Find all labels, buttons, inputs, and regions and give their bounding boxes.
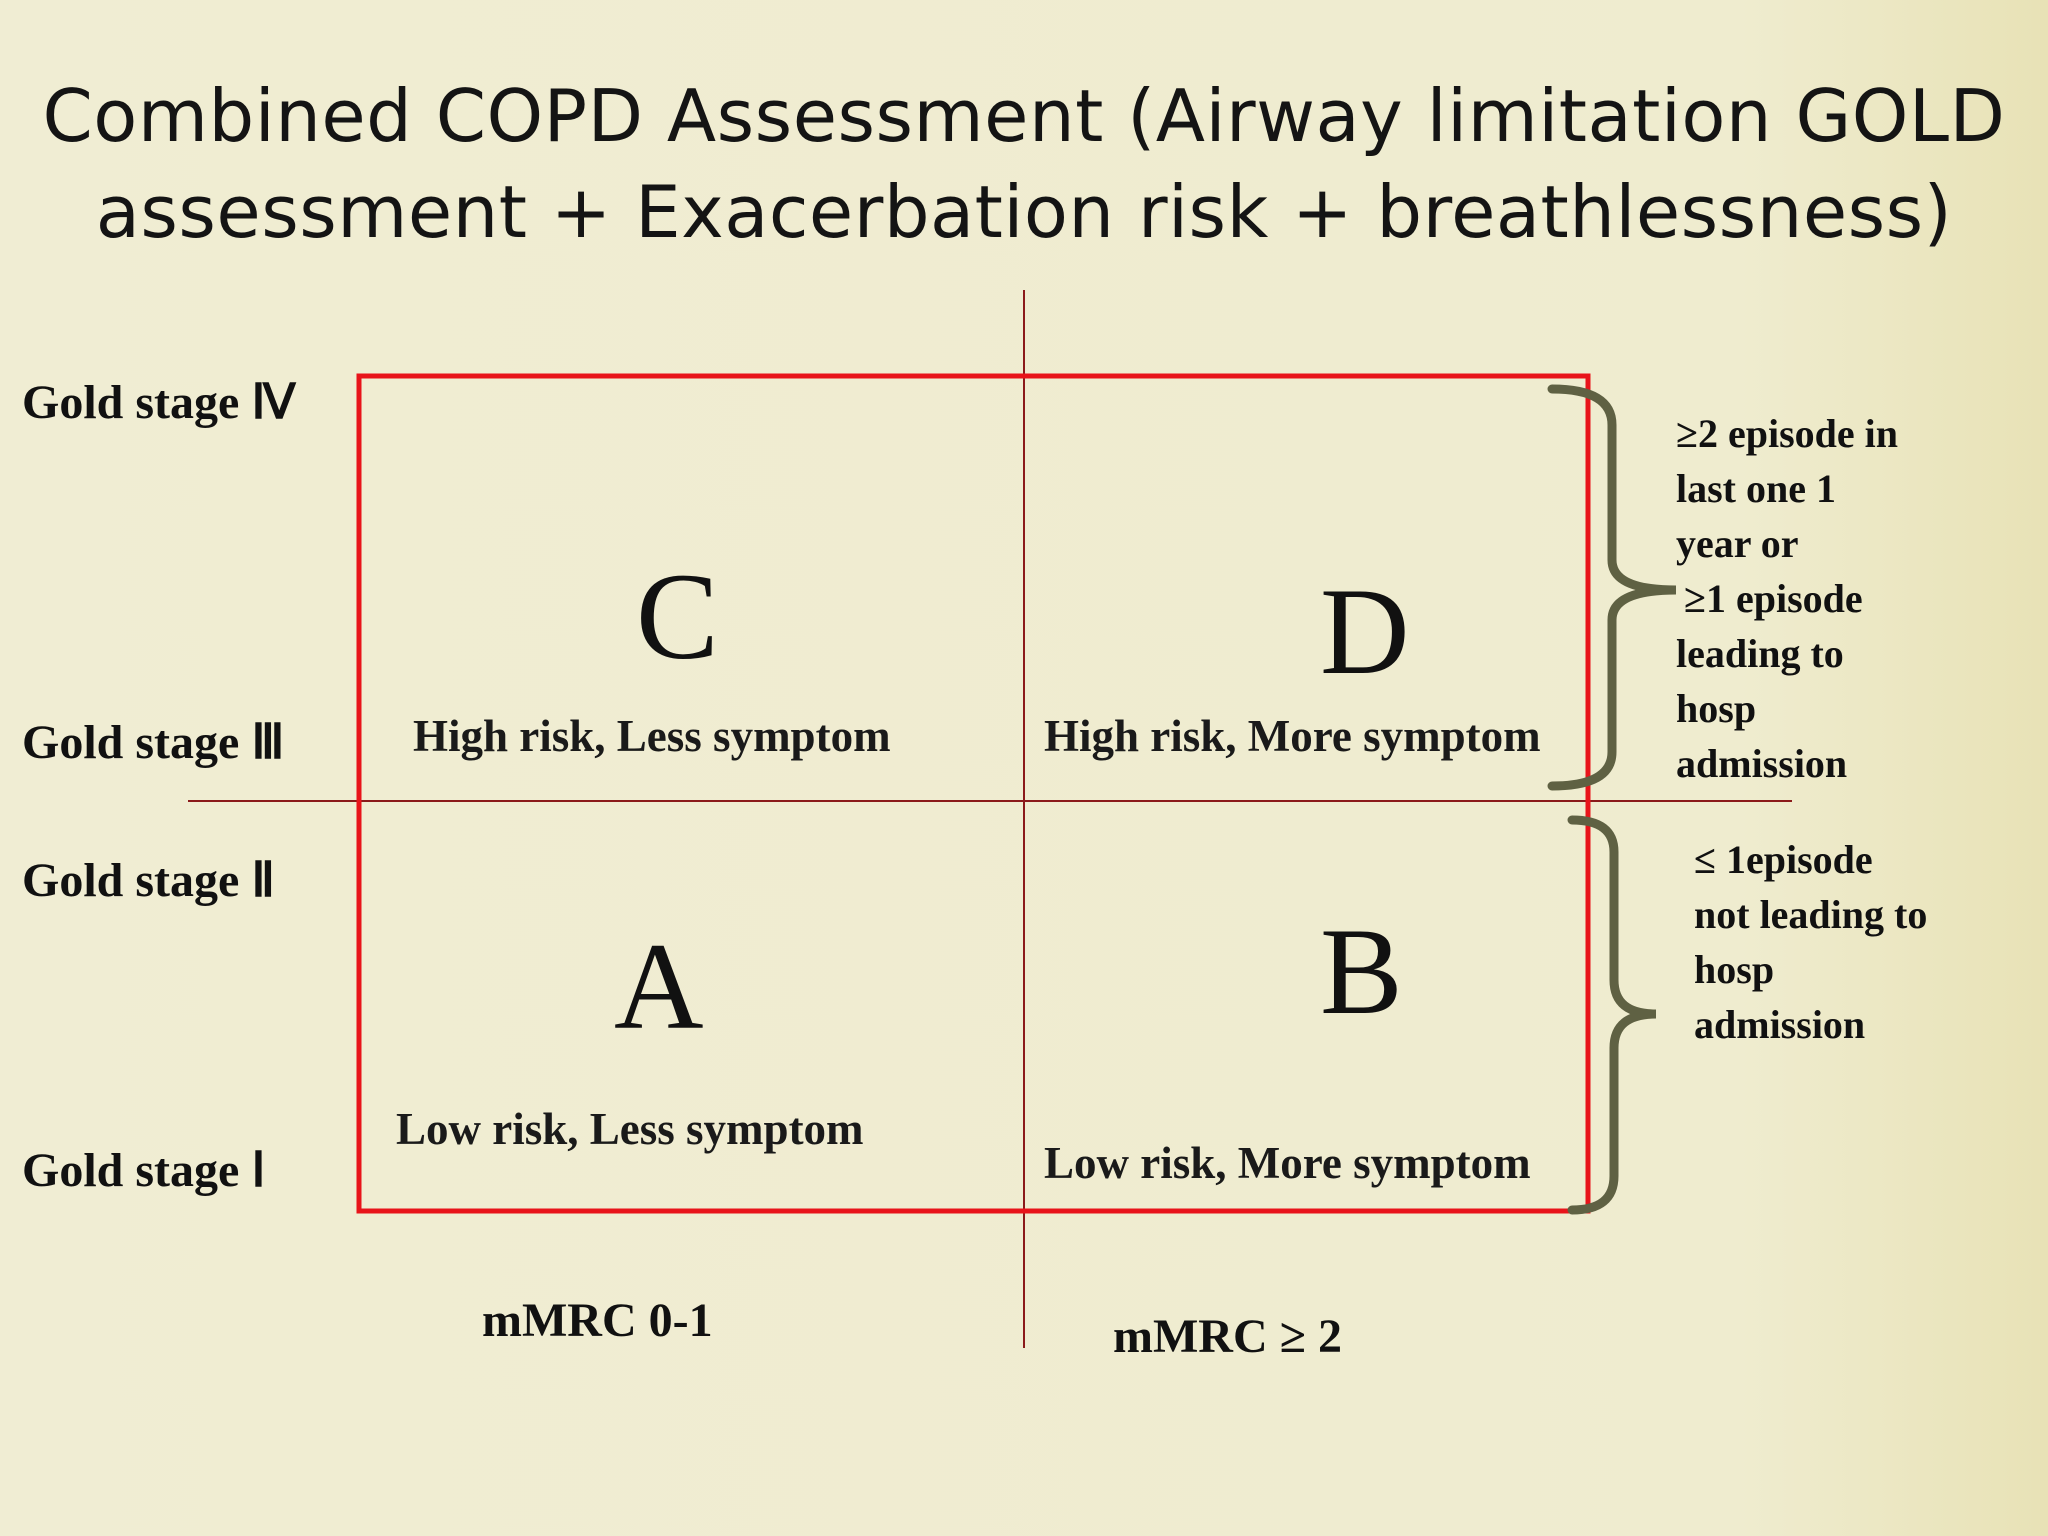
risk-box-outline — [356, 373, 1591, 1214]
high-risk-note-line: year or — [1676, 521, 1799, 566]
quadrant-a-letter: A — [614, 918, 704, 1055]
low-risk-brace — [1567, 815, 1657, 1215]
low-risk-note-line: admission — [1694, 1002, 1866, 1047]
gold-stage-i-label: Gold stage Ⅰ — [22, 1144, 266, 1197]
quadrant-b-description: Low risk, More symptom — [1044, 1138, 1531, 1188]
quadrant-c-letter: C — [636, 548, 719, 685]
mmrc-low-label: mMRC 0-1 — [482, 1294, 713, 1347]
high-risk-note-line: ≥1 episode — [1684, 576, 1863, 621]
gold-stage-iv-label: Gold stage Ⅳ — [22, 376, 296, 429]
quadrant-d-letter: D — [1320, 563, 1410, 700]
slide-title: Combined COPD Assessment (Airway limitat… — [0, 68, 2048, 260]
quadrant-d-description: High risk, More symptom — [1044, 711, 1541, 761]
high-risk-note-line: last one 1 — [1676, 466, 1836, 511]
quadrant-a-description: Low risk, Less symptom — [396, 1104, 864, 1154]
high-risk-note-line: admission — [1676, 741, 1848, 786]
low-risk-note-line: hosp — [1694, 947, 1775, 992]
gold-stage-ii-label: Gold stage Ⅱ — [22, 854, 275, 907]
gold-stage-iii-label: Gold stage Ⅲ — [22, 716, 285, 769]
low-risk-note-line: ≤ 1episode — [1694, 837, 1873, 882]
high-risk-note-line: ≥2 episode in — [1676, 411, 1898, 456]
high-risk-brace — [1547, 384, 1677, 791]
high-risk-note-line: leading to — [1676, 631, 1844, 676]
quadrant-b-letter: B — [1320, 903, 1403, 1040]
quadrant-c-description: High risk, Less symptom — [413, 711, 891, 761]
title-line-2: assessment + Exacerbation risk + breathl… — [95, 170, 1953, 254]
mmrc-high-label: mMRC ≥ 2 — [1113, 1310, 1342, 1363]
low-risk-note-line: not leading to — [1694, 892, 1928, 937]
high-risk-note: ≥2 episode in last one 1 year or ≥1 epis… — [1676, 406, 1898, 791]
high-risk-note-line: hosp — [1676, 686, 1757, 731]
low-risk-note: ≤ 1episode not leading to hosp admission — [1694, 832, 1927, 1052]
title-line-1: Combined COPD Assessment (Airway limitat… — [42, 74, 2006, 158]
